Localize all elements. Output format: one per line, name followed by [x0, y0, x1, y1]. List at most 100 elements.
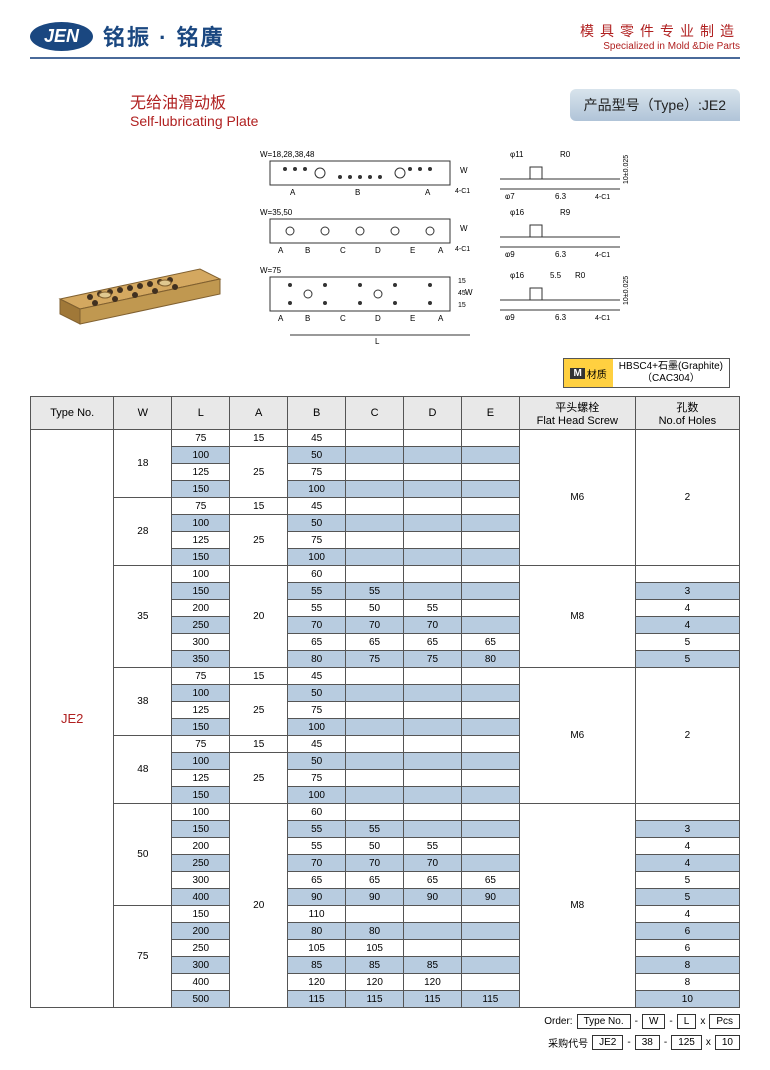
- svg-text:4-C1: 4-C1: [595, 315, 610, 320]
- a-cell: 25: [230, 685, 288, 736]
- l-cell: 300: [172, 872, 230, 889]
- l-cell: 150: [172, 821, 230, 838]
- svg-text:A: A: [290, 188, 296, 197]
- e-cell: [461, 923, 519, 940]
- b-cell: 100: [288, 787, 346, 804]
- b-cell: 115: [288, 991, 346, 1008]
- svg-text:B: B: [305, 246, 310, 255]
- svg-text:R9: R9: [560, 208, 571, 217]
- schematic-front-2: W=35,50 ABCDEA W 4-C1: [260, 207, 480, 257]
- e-cell: [461, 940, 519, 957]
- svg-text:4-C1: 4-C1: [595, 194, 610, 199]
- svg-text:φ16: φ16: [510, 208, 525, 217]
- d-cell: [404, 923, 462, 940]
- c-cell: 120: [346, 974, 404, 991]
- svg-text:R0: R0: [575, 271, 586, 280]
- svg-text:B: B: [305, 314, 310, 323]
- c-cell: [346, 430, 404, 447]
- holes-cell: 3: [635, 583, 739, 600]
- holes-cell: 6: [635, 923, 739, 940]
- e-cell: [461, 481, 519, 498]
- c-cell: [346, 787, 404, 804]
- c-cell: [346, 804, 404, 821]
- l-cell: 150: [172, 719, 230, 736]
- l-cell: 150: [172, 787, 230, 804]
- l-cell: 500: [172, 991, 230, 1008]
- c-cell: [346, 532, 404, 549]
- b-cell: 80: [288, 651, 346, 668]
- w-cell: 38: [114, 668, 172, 736]
- a-cell: 20: [230, 804, 288, 1008]
- holes-cell: 5: [635, 651, 739, 668]
- col-c: C: [346, 397, 404, 430]
- svg-text:C: C: [340, 246, 346, 255]
- l-cell: 250: [172, 940, 230, 957]
- type-cell: JE2: [31, 430, 114, 1008]
- c-cell: [346, 464, 404, 481]
- b-cell: 50: [288, 685, 346, 702]
- table-row: JE218751545M62: [31, 430, 740, 447]
- b-cell: 50: [288, 447, 346, 464]
- b-cell: 120: [288, 974, 346, 991]
- e-cell: 90: [461, 889, 519, 906]
- product-title-cn: 无给油滑动板: [130, 89, 258, 113]
- c-cell: 65: [346, 634, 404, 651]
- d-cell: 65: [404, 634, 462, 651]
- b-cell: 45: [288, 498, 346, 515]
- w-cell: 50: [114, 804, 172, 906]
- svg-text:φ7: φ7: [505, 192, 515, 199]
- l-cell: 100: [172, 685, 230, 702]
- holes-cell: 4: [635, 838, 739, 855]
- b-cell: 55: [288, 838, 346, 855]
- col-d: D: [404, 397, 462, 430]
- schematics: W=18,28,38,48 ABA W 4-C1 φ11 R0 φ7: [260, 149, 730, 348]
- b-cell: 45: [288, 736, 346, 753]
- b-cell: 50: [288, 753, 346, 770]
- e-cell: [461, 685, 519, 702]
- tagline: 模具零件专业制造 Specialized in Mold &Die Parts: [580, 21, 740, 52]
- d-cell: 55: [404, 600, 462, 617]
- screw-cell: M6: [519, 430, 635, 566]
- d-cell: [404, 481, 462, 498]
- c-cell: [346, 736, 404, 753]
- d-cell: [404, 583, 462, 600]
- c-cell: 55: [346, 583, 404, 600]
- c-cell: [346, 549, 404, 566]
- d-cell: [404, 770, 462, 787]
- spec-table: Type No. W L A B C D E 平头螺栓Flat Head Scr…: [30, 396, 740, 1008]
- b-cell: 55: [288, 583, 346, 600]
- l-cell: 150: [172, 481, 230, 498]
- holes-cell: 4: [635, 617, 739, 634]
- col-screw: 平头螺栓Flat Head Screw: [519, 397, 635, 430]
- schematic-section-2: φ16 R9 φ9 6.3 4-C1: [500, 207, 650, 257]
- svg-text:W: W: [460, 224, 468, 233]
- holes-cell: 8: [635, 974, 739, 991]
- e-cell: [461, 855, 519, 872]
- holes-cell: 5: [635, 634, 739, 651]
- b-cell: 75: [288, 464, 346, 481]
- b-cell: 65: [288, 872, 346, 889]
- b-cell: 110: [288, 906, 346, 923]
- col-a: A: [230, 397, 288, 430]
- e-cell: [461, 447, 519, 464]
- e-cell: [461, 464, 519, 481]
- l-cell: 125: [172, 702, 230, 719]
- d-cell: [404, 447, 462, 464]
- page-header: JEN 铭振 · 铭廣 模具零件专业制造 Specialized in Mold…: [30, 20, 740, 59]
- svg-text:D: D: [375, 314, 381, 323]
- order-example-cn: 采购代号 JE2- 38- 125x 10: [30, 1035, 740, 1050]
- holes-cell: 5: [635, 889, 739, 906]
- d-cell: [404, 940, 462, 957]
- e-cell: [461, 736, 519, 753]
- l-cell: 75: [172, 498, 230, 515]
- svg-text:4-C1: 4-C1: [455, 188, 470, 195]
- b-cell: 80: [288, 923, 346, 940]
- svg-text:A: A: [438, 314, 444, 323]
- c-cell: 55: [346, 821, 404, 838]
- l-cell: 100: [172, 447, 230, 464]
- schematic-section-3: φ16 5.5 R0 φ9 6.3 4-C1 10±0.025: [500, 270, 650, 320]
- b-cell: 65: [288, 634, 346, 651]
- e-cell: [461, 515, 519, 532]
- holes-cell: 2: [635, 668, 739, 804]
- svg-text:4-C1: 4-C1: [595, 252, 610, 257]
